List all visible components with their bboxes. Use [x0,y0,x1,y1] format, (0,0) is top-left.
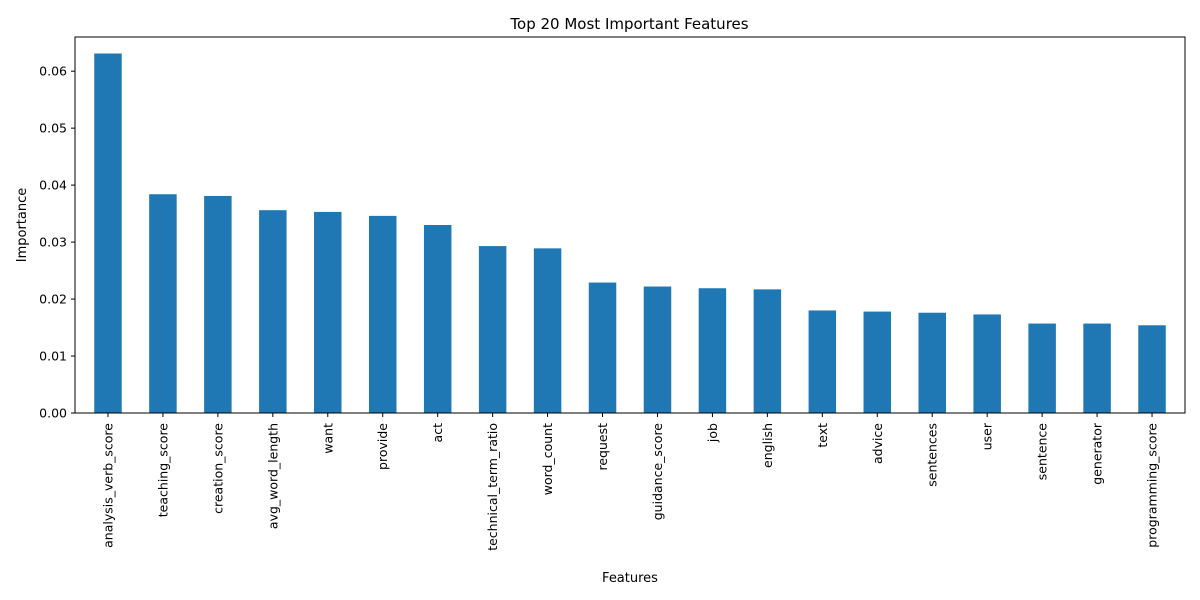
bar-act [423,225,452,413]
x-tick-label: technical_term_ratio [485,423,500,551]
bar-avg_word_length [259,210,287,413]
y-tick-label: 0.03 [39,235,67,250]
bar-word_count [533,248,562,413]
y-tick-label: 0.00 [39,406,67,421]
x-tick-label: generator [1090,422,1105,485]
x-tick-label: analysis_verb_score [100,423,115,548]
bars-group [94,53,1166,414]
bar-job [698,288,727,413]
x-axis: analysis_verb_score teaching_score creatio… [100,413,1160,551]
x-tick-label: want [320,423,335,454]
bar-programming_score [1138,325,1166,413]
bar-provide [368,215,397,413]
y-tick-label: 0.04 [39,178,67,193]
bar-teaching_score [149,194,177,413]
bar-advice [863,311,892,413]
bar-guidance_score [643,286,672,413]
x-tick-label: job [705,423,720,443]
bar-creation_score [204,195,232,413]
x-axis-label: Features [602,571,658,586]
x-tick-label: sentence [1035,423,1050,481]
y-tick-label: 0.06 [39,64,67,79]
bar-technical_term_ratio [478,246,507,413]
bar-sentences [918,312,946,413]
bar-want [314,211,342,413]
x-tick-label: sentences [925,423,940,487]
y-axis: 0.00 0.01 0.02 0.03 0.04 0.05 0.06 [39,64,75,421]
x-tick-label: provide [375,423,390,470]
bar-analysis_verb_score [94,53,122,414]
x-tick-label: advice [870,423,885,464]
bar-text [808,310,837,413]
bar-request [588,282,617,413]
y-tick-label: 0.01 [39,349,67,364]
x-tick-label: text [815,423,830,448]
x-tick-label: word_count [540,423,555,495]
x-tick-label: user [980,422,995,450]
x-tick-label: creation_score [210,423,225,514]
bar-generator [1083,323,1111,413]
y-tick-label: 0.02 [39,292,67,307]
plot-frame [74,36,1186,414]
x-tick-label: english [760,423,775,468]
y-tick-label: 0.05 [39,121,67,136]
bar-english [753,289,782,413]
x-tick-label: guidance_score [650,423,665,521]
chart-title: Top 20 Most Important Features [509,15,748,33]
x-tick-label: teaching_score [155,423,170,518]
x-tick-label: act [430,423,445,443]
x-tick-label: request [595,423,610,471]
bar-user [973,314,1001,413]
x-tick-label: avg_word_length [265,423,280,529]
x-tick-label: programming_score [1145,423,1160,548]
bar-sentence [1028,323,1056,413]
y-axis-label: Importance [15,188,30,263]
